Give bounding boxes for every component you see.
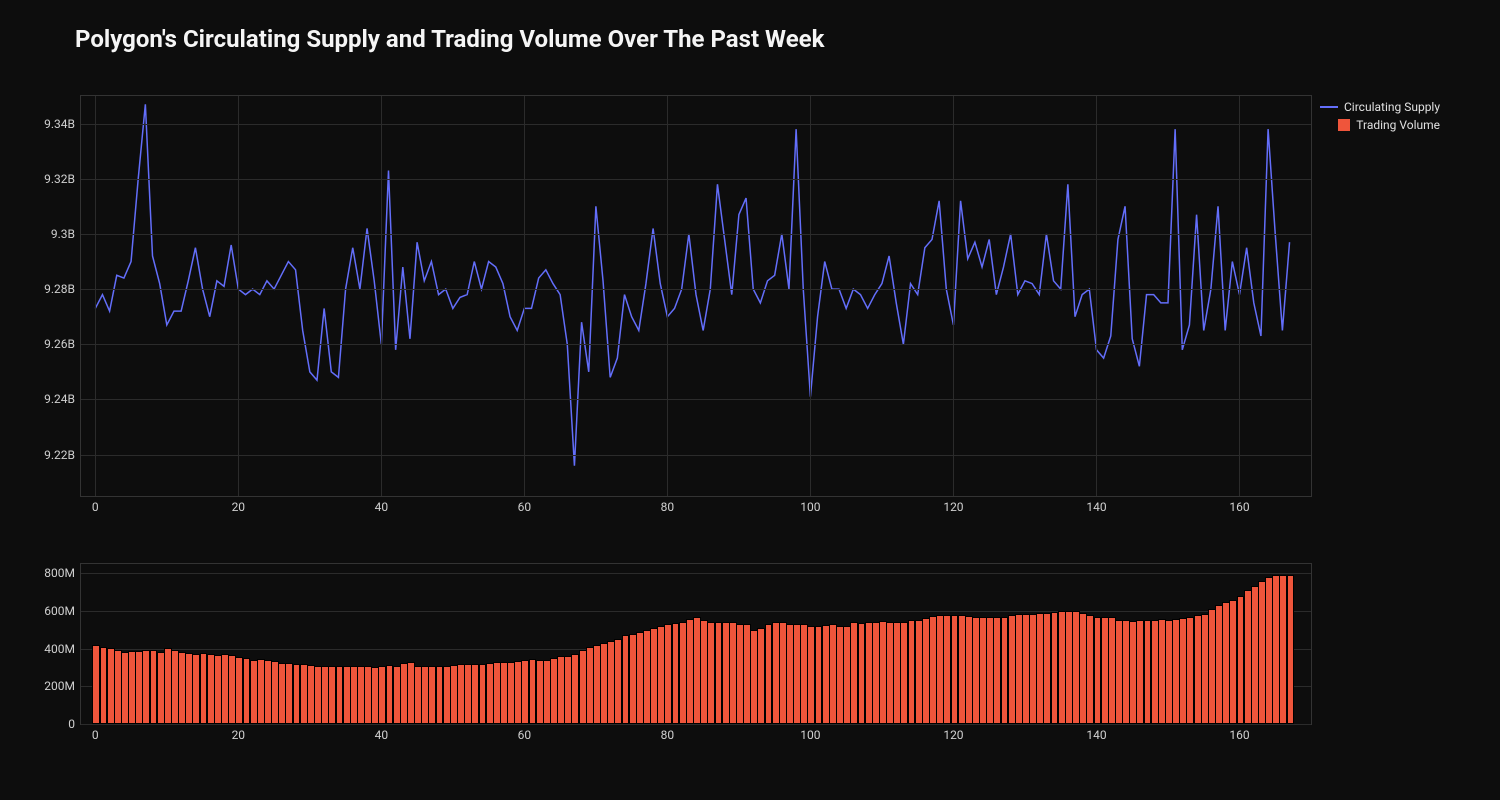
y-tick-label: 9.22B [44,448,81,462]
supply-line-series [81,96,1311,496]
y-tick-label: 800M [44,566,81,580]
x-tick-label: 60 [518,724,532,742]
x-tick-label: 100 [800,496,820,514]
x-tick-label: 120 [943,496,963,514]
x-tick-label: 80 [661,496,675,514]
y-tick-label: 200M [44,679,81,693]
y-tick-label: 9.32B [44,172,81,186]
legend-line-swatch [1320,106,1338,108]
legend-box-swatch [1338,119,1350,131]
x-tick-label: 60 [518,496,532,514]
x-tick-label: 140 [1086,724,1106,742]
x-tick-label: 20 [232,496,246,514]
x-tick-label: 0 [92,724,99,742]
y-tick-label: 0 [68,717,81,731]
y-tick-label: 9.34B [44,117,81,131]
x-tick-label: 120 [943,724,963,742]
x-tick-label: 20 [232,724,246,742]
x-tick-label: 80 [661,724,675,742]
y-tick-label: 400M [44,642,81,656]
legend-label: Circulating Supply [1344,100,1440,114]
x-tick-label: 100 [800,724,820,742]
x-tick-label: 160 [1229,496,1249,514]
x-tick-label: 40 [375,496,389,514]
chart-canvas: Polygon's Circulating Supply and Trading… [0,0,1500,800]
legend-item: Trading Volume [1320,118,1440,132]
x-tick-label: 40 [375,724,389,742]
chart-title: Polygon's Circulating Supply and Trading… [75,25,824,53]
circulating-supply-chart: 9.22B9.24B9.26B9.28B9.3B9.32B9.34B020406… [80,95,1312,497]
x-tick-label: 0 [92,496,99,514]
y-tick-label: 9.26B [44,337,81,351]
y-tick-label: 9.28B [44,282,81,296]
x-tick-label: 140 [1086,496,1106,514]
legend-label: Trading Volume [1356,118,1440,132]
volume-bar [1287,575,1295,724]
trading-volume-chart: 0200M400M600M800M020406080100120140160 [80,563,1312,725]
legend-item: Circulating Supply [1320,100,1440,114]
x-tick-label: 160 [1229,724,1249,742]
y-tick-label: 9.24B [44,392,81,406]
legend: Circulating Supply Trading Volume [1320,100,1440,136]
y-tick-label: 600M [44,604,81,618]
y-tick-label: 9.3B [51,227,81,241]
